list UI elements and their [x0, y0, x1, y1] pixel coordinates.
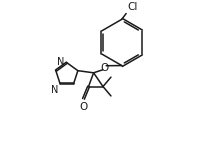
Text: N: N [51, 85, 58, 95]
Text: Cl: Cl [127, 2, 138, 12]
Text: N: N [57, 57, 65, 67]
Text: O: O [100, 63, 109, 73]
Text: O: O [79, 102, 88, 112]
